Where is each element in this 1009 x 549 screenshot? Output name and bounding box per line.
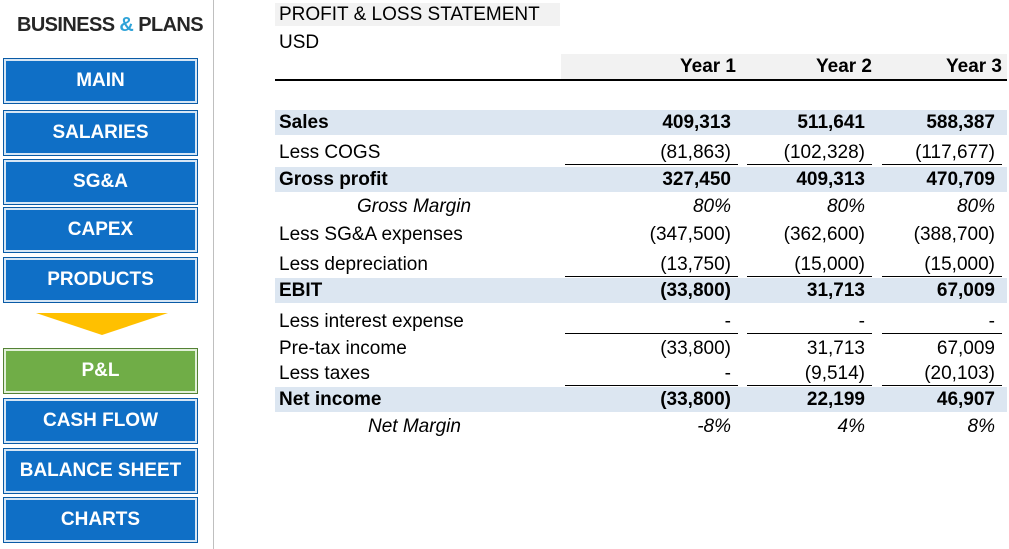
year-2-value: 4% xyxy=(837,416,865,437)
subtotal-underline xyxy=(565,385,738,386)
subtotal-underline xyxy=(565,333,738,334)
year-2-header: Year 2 xyxy=(816,56,872,77)
year-1-value: 409,313 xyxy=(662,112,731,133)
year-3-header: Year 3 xyxy=(946,56,1002,77)
year-2-value: 80% xyxy=(826,196,865,217)
nav-pl-button[interactable]: P&L xyxy=(4,349,197,393)
year-3-value: (117,677) xyxy=(915,142,995,163)
nav-products-button[interactable]: PRODUCTS xyxy=(4,258,197,302)
year-3-value: - xyxy=(988,311,995,332)
currency-label: USD xyxy=(279,32,320,53)
year-3-value: (388,700) xyxy=(913,224,995,245)
table-row: EBIT (33,800) 31,713 67,009 xyxy=(275,278,1007,303)
year-3-value: 67,009 xyxy=(936,280,995,301)
table-row: Less depreciation (13,750) (15,000) (15,000… xyxy=(275,252,1007,277)
brand-text-1: BUSINESS xyxy=(17,14,120,36)
row-label: Less depreciation xyxy=(279,254,428,275)
subtotal-underline xyxy=(882,333,1002,334)
year-1-value: 327,450 xyxy=(662,169,731,190)
table-row: Net income (33,800) 22,199 46,907 xyxy=(275,387,1007,412)
table-row: Gross Margin 80% 80% 80% xyxy=(275,194,1007,219)
table-row: Net Margin -8% 4% 8% xyxy=(275,414,1007,439)
year-2-value: (362,600) xyxy=(783,224,865,245)
year-2-value: 409,313 xyxy=(796,169,865,190)
year-3-value: 80% xyxy=(956,196,995,217)
year-2-value: 31,713 xyxy=(806,338,865,359)
year-1-value: (33,800) xyxy=(660,280,731,301)
header-rule xyxy=(275,79,1007,81)
row-label: Less taxes xyxy=(279,363,370,384)
year-header-band xyxy=(561,54,1007,79)
row-label: Less interest expense xyxy=(279,311,464,332)
down-arrow-icon xyxy=(36,313,168,335)
subtotal-underline xyxy=(747,333,872,334)
table-row: Less SG&A expenses (347,500) (362,600) (388… xyxy=(275,222,1007,247)
row-label: Gross profit xyxy=(279,169,388,190)
year-1-value: (13,750) xyxy=(660,254,731,275)
year-2-value: (15,000) xyxy=(794,254,865,275)
table-row: Sales 409,313 511,641 588,387 xyxy=(275,110,1007,135)
nav-cash-flow-button[interactable]: CASH FLOW xyxy=(4,399,197,443)
row-label: EBIT xyxy=(279,280,323,301)
subtotal-underline xyxy=(882,276,1002,277)
nav-charts-button[interactable]: CHARTS xyxy=(4,498,197,542)
table-row: Pre-tax income (33,800) 31,713 67,009 xyxy=(275,336,1007,361)
row-label: Net income xyxy=(279,389,382,410)
year-3-value: 46,907 xyxy=(936,389,995,410)
year-2-value: 511,641 xyxy=(797,112,865,133)
row-label: Less COGS xyxy=(279,142,381,163)
year-2-value: (9,514) xyxy=(804,363,865,384)
year-1-value: 80% xyxy=(692,196,731,217)
table-row: Gross profit 327,450 409,313 470,709 xyxy=(275,167,1007,192)
year-2-value: 22,199 xyxy=(806,389,865,410)
table-row: Less COGS (81,863) (102,328) (117,677) xyxy=(275,140,1007,165)
subtotal-underline xyxy=(882,164,1002,165)
statement-title: PROFIT & LOSS STATEMENT xyxy=(275,3,560,26)
year-2-value: (102,328) xyxy=(783,142,865,163)
year-3-value: (20,103) xyxy=(924,363,995,384)
subtotal-underline xyxy=(747,276,872,277)
subtotal-underline xyxy=(882,385,1002,386)
subtotal-underline xyxy=(565,276,738,277)
year-1-value: - xyxy=(724,363,731,384)
nav-balance-sheet-button[interactable]: BALANCE SHEET xyxy=(4,449,197,493)
pl-statement: PROFIT & LOSS STATEMENT USD Year 1 Year … xyxy=(275,0,1009,549)
row-label: Net Margin xyxy=(368,416,461,437)
subtotal-underline xyxy=(747,385,872,386)
year-3-value: 588,387 xyxy=(926,112,995,133)
year-3-value: (15,000) xyxy=(924,254,995,275)
year-3-value: 8% xyxy=(967,416,995,437)
subtotal-underline xyxy=(565,164,738,165)
year-1-value: (347,500) xyxy=(649,224,731,245)
year-1-value: -8% xyxy=(697,416,731,437)
brand-ampersand: & xyxy=(119,14,134,36)
row-label: Less SG&A expenses xyxy=(279,224,463,245)
row-label: Sales xyxy=(279,112,329,133)
year-2-value: - xyxy=(858,311,865,332)
year-1-value: - xyxy=(724,311,731,332)
nav-capex-button[interactable]: CAPEX xyxy=(4,208,197,252)
table-row: Less interest expense - - - xyxy=(275,309,1007,334)
year-1-header: Year 1 xyxy=(680,56,736,77)
brand-text-2: PLANS xyxy=(133,14,203,36)
year-2-value: 31,713 xyxy=(806,280,865,301)
nav-sga-button[interactable]: SG&A xyxy=(4,160,197,204)
year-3-value: 67,009 xyxy=(936,338,995,359)
row-label: Gross Margin xyxy=(357,196,472,217)
subtotal-underline xyxy=(747,164,872,165)
brand-logo: BUSINESS & PLANS xyxy=(17,14,204,37)
nav-main-button[interactable]: MAIN xyxy=(4,59,197,103)
year-1-value: (81,863) xyxy=(660,142,731,163)
row-label: Pre-tax income xyxy=(279,338,407,359)
nav-salaries-button[interactable]: SALARIES xyxy=(4,111,197,155)
year-3-value: 470,709 xyxy=(926,169,995,190)
year-1-value: (33,800) xyxy=(660,338,731,359)
table-row: Less taxes - (9,514) (20,103) xyxy=(275,361,1007,386)
year-1-value: (33,800) xyxy=(660,389,731,410)
sidebar-nav: BUSINESS & PLANS MAIN SALARIES SG&A CAPE… xyxy=(0,0,214,549)
